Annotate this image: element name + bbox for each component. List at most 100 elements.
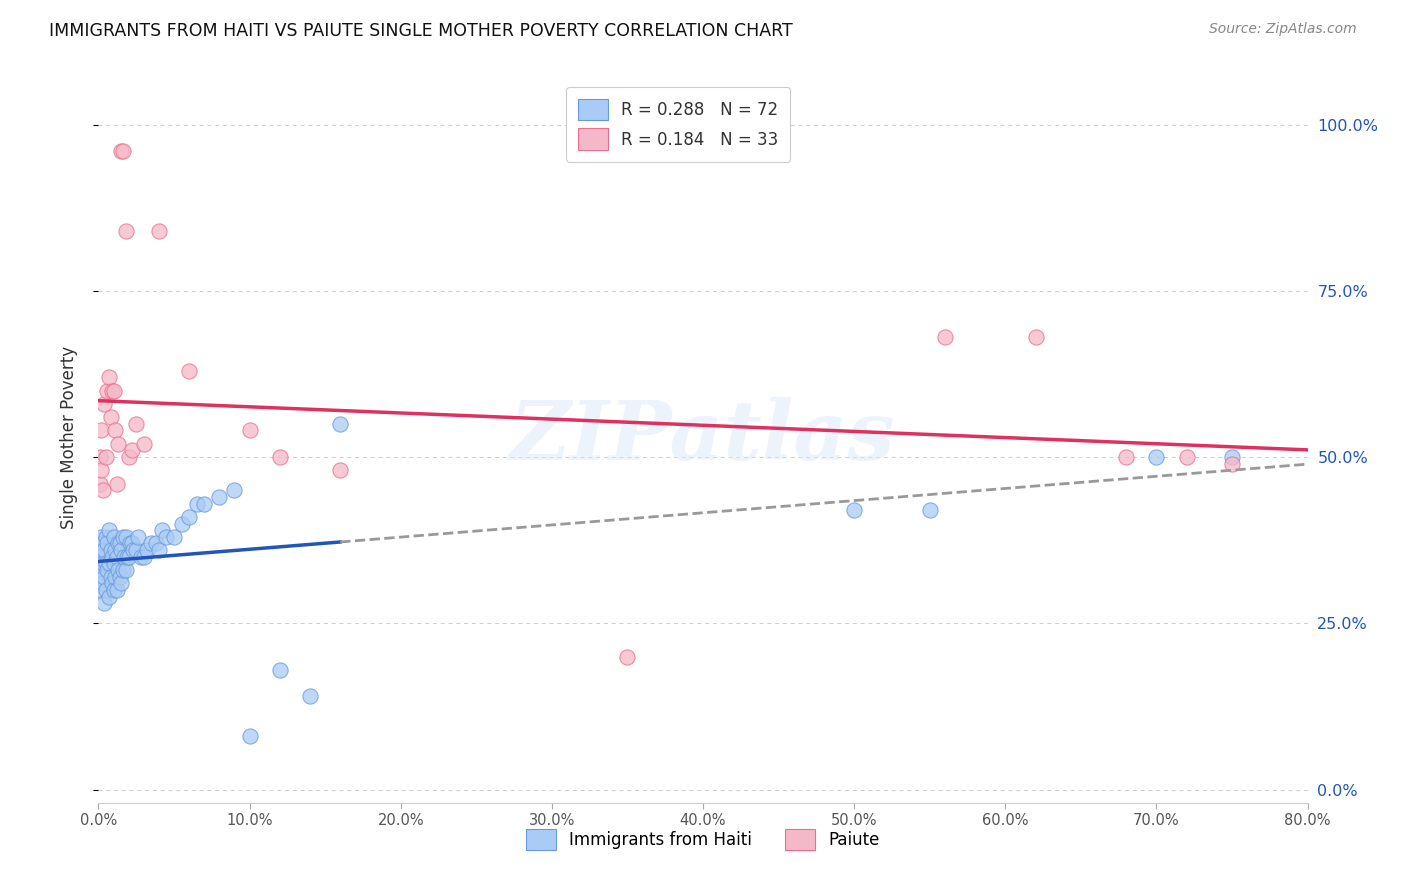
Point [1115, 450, 1137, 464]
Point [163, 530, 186, 544]
Point [94, 557, 117, 571]
Point [98, 523, 121, 537]
Point [132, 436, 155, 450]
Point [129, 549, 152, 564]
Point [111, 144, 134, 158]
Point [118, 549, 141, 564]
Point [179, 509, 201, 524]
Legend: Immigrants from Haiti, Paiute: Immigrants from Haiti, Paiute [516, 819, 890, 860]
Point [118, 450, 141, 464]
Point [114, 563, 136, 577]
Point [93, 570, 115, 584]
Point [110, 144, 132, 158]
Point [96, 563, 118, 577]
Point [103, 384, 125, 398]
Point [91, 483, 114, 498]
Y-axis label: Single Mother Poverty: Single Mother Poverty [59, 345, 77, 529]
Point [91, 536, 114, 550]
Point [186, 497, 208, 511]
Point [103, 530, 125, 544]
Point [101, 576, 124, 591]
Point [90, 530, 112, 544]
Point [107, 563, 129, 577]
Point [107, 536, 129, 550]
Point [93, 543, 115, 558]
Point [121, 443, 143, 458]
Point [105, 582, 128, 597]
Point [1220, 450, 1243, 464]
Point [101, 384, 124, 398]
Point [844, 503, 866, 517]
Point [125, 417, 148, 431]
Point [104, 424, 127, 438]
Point [329, 417, 352, 431]
Point [104, 570, 127, 584]
Point [112, 549, 135, 564]
Text: Source: ZipAtlas.com: Source: ZipAtlas.com [1209, 22, 1357, 37]
Point [269, 450, 291, 464]
Point [155, 530, 177, 544]
Point [96, 384, 118, 398]
Point [193, 497, 215, 511]
Point [1024, 330, 1046, 344]
Point [90, 463, 112, 477]
Point [103, 557, 125, 571]
Point [100, 570, 122, 584]
Point [135, 543, 157, 558]
Point [91, 576, 114, 591]
Point [121, 536, 143, 550]
Point [96, 536, 118, 550]
Point [89, 450, 111, 464]
Point [934, 330, 956, 344]
Point [114, 224, 136, 238]
Point [208, 490, 231, 504]
Point [179, 363, 201, 377]
Point [100, 543, 122, 558]
Point [89, 476, 111, 491]
Point [918, 503, 941, 517]
Point [224, 483, 246, 498]
Point [269, 663, 291, 677]
Point [1144, 450, 1167, 464]
Point [104, 543, 127, 558]
Point [616, 649, 638, 664]
Point [120, 536, 142, 550]
Point [89, 543, 111, 558]
Point [93, 397, 115, 411]
Point [100, 410, 122, 425]
Point [90, 582, 112, 597]
Point [105, 549, 128, 564]
Point [107, 436, 129, 450]
Point [90, 563, 112, 577]
Point [1175, 450, 1198, 464]
Point [148, 543, 170, 558]
Point [299, 690, 322, 704]
Point [1220, 457, 1243, 471]
Point [94, 582, 117, 597]
Point [98, 557, 121, 571]
Point [110, 576, 132, 591]
Point [98, 370, 121, 384]
Point [90, 424, 112, 438]
Point [125, 543, 148, 558]
Point [239, 729, 262, 743]
Point [89, 549, 111, 564]
Point [111, 563, 134, 577]
Point [122, 543, 145, 558]
Point [239, 424, 262, 438]
Point [89, 570, 111, 584]
Text: ZIPatlas: ZIPatlas [510, 397, 896, 477]
Point [111, 530, 134, 544]
Point [108, 536, 131, 550]
Point [94, 530, 117, 544]
Point [148, 224, 170, 238]
Point [132, 549, 155, 564]
Point [114, 530, 136, 544]
Point [103, 582, 125, 597]
Point [170, 516, 193, 531]
Point [145, 536, 167, 550]
Point [141, 536, 163, 550]
Text: IMMIGRANTS FROM HAITI VS PAIUTE SINGLE MOTHER POVERTY CORRELATION CHART: IMMIGRANTS FROM HAITI VS PAIUTE SINGLE M… [49, 22, 793, 40]
Point [101, 549, 124, 564]
Point [115, 549, 138, 564]
